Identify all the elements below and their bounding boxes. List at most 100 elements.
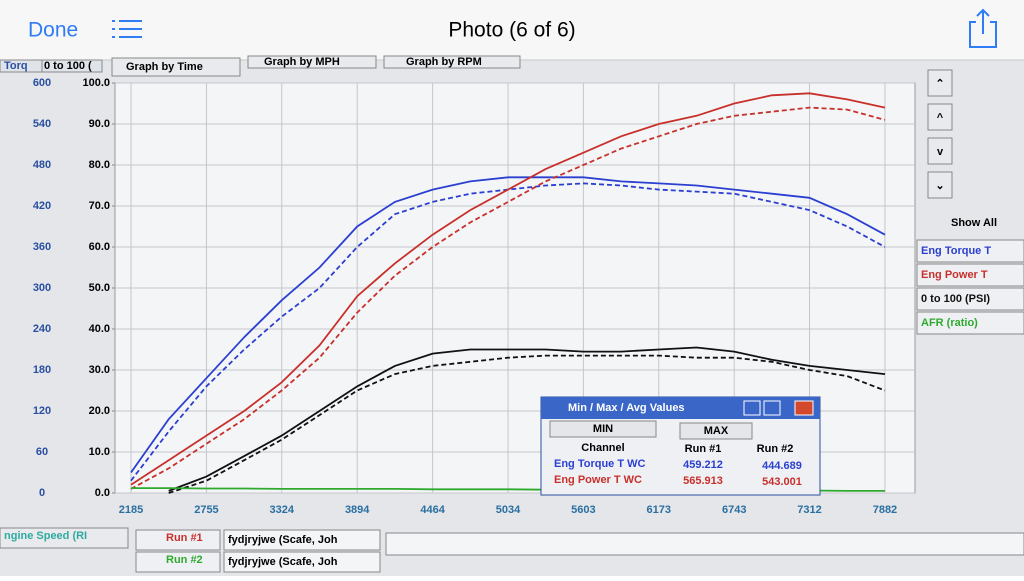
tab[interactable]: [111, 57, 241, 77]
run-name: Run #1: [166, 532, 203, 544]
x-tick-label: 7312: [797, 504, 821, 516]
y-tick-label: 40.0: [89, 323, 110, 335]
x-tick-label: 7882: [873, 504, 897, 516]
nav-title: Photo (6 of 6): [448, 19, 575, 42]
series-line: [130, 106, 886, 490]
y-tick-label: 80.0: [89, 159, 110, 171]
column-header: Channel: [581, 442, 624, 454]
file-box[interactable]: [223, 551, 381, 573]
y-tick-label: 10.0: [89, 446, 110, 458]
y-tick-label: 100.0: [82, 77, 110, 89]
y2-tick-label: 120: [33, 405, 51, 417]
x-tick-label: 2185: [119, 504, 143, 516]
y-tick-label: 20.0: [89, 405, 110, 417]
x-tick-label: 5603: [571, 504, 595, 516]
value-cell: 543.001: [762, 476, 802, 488]
y2-tick-label: 420: [33, 200, 51, 212]
run-box[interactable]: [135, 551, 221, 573]
y2-tick-label: 600: [33, 77, 51, 89]
y-tick-label: 30.0: [89, 364, 110, 376]
channel-label: Eng Power T: [921, 269, 988, 281]
channel-label: AFR (ratio): [921, 317, 978, 329]
run-file: fydjryjwe (Scafe, Joh: [228, 534, 338, 546]
empty-field: [385, 532, 1024, 556]
scroll-up[interactable]: [927, 103, 953, 131]
close-button[interactable]: [794, 400, 814, 416]
channel-box[interactable]: [916, 263, 1024, 287]
tab[interactable]: [41, 59, 103, 73]
series-line: [168, 354, 886, 494]
nav-bar: [0, 0, 1024, 60]
value-cell: 459.212: [683, 459, 723, 471]
share-icon[interactable]: [969, 8, 997, 48]
icon: ^: [937, 112, 944, 124]
channel-label: 0 to 100 (PSI): [921, 293, 990, 305]
tab-label: 0 to 100 (: [44, 60, 92, 72]
min-tab[interactable]: [549, 420, 657, 438]
tab-label: Torq: [4, 60, 28, 72]
run-file: fydjryjwe (Scafe, Joh: [228, 556, 338, 568]
channel-box[interactable]: [916, 287, 1024, 311]
y2-tick-label: 240: [33, 323, 51, 335]
value-cell: 565.913: [683, 475, 723, 487]
y-tick-label: 50.0: [89, 282, 110, 294]
x-tick-label: 6173: [647, 504, 671, 516]
run-box[interactable]: [135, 529, 221, 551]
column-header: Run #1: [685, 443, 722, 455]
show-all[interactable]: Show All: [951, 217, 997, 229]
x-tick-label: 3324: [270, 504, 295, 516]
x-tick-label: 6743: [722, 504, 746, 516]
channel-cell: Eng Torque T WC: [554, 458, 646, 470]
icon: ⌃: [935, 78, 944, 90]
max-tab[interactable]: [679, 422, 753, 440]
y2-tick-label: 300: [33, 282, 51, 294]
side-panel: Show All Eng Torque T Eng Power T 0 to 1…: [916, 217, 1024, 335]
series-line: [130, 176, 886, 474]
min-tab-label: MIN: [593, 423, 613, 435]
y-tick-label: 70.0: [89, 200, 110, 212]
scroll-bottom[interactable]: [927, 171, 953, 199]
tab-label: Graph by RPM: [406, 56, 482, 68]
y2-tick-label: 480: [33, 159, 51, 171]
y2-tick-label: 540: [33, 118, 51, 130]
scroll-buttons: ⌃ ^ v ⌄: [927, 69, 953, 199]
icon: ⌄: [935, 180, 944, 192]
channel-label: Eng Torque T: [921, 245, 991, 257]
channel-cell: Eng Power T WC: [554, 474, 642, 486]
y2-tick-label: 180: [33, 364, 51, 376]
minimize-button[interactable]: [743, 400, 761, 416]
run-name: Run #2: [166, 554, 203, 566]
series-line: [130, 92, 886, 486]
y-tick-label: 0.0: [95, 487, 110, 499]
y-tick-label: 60.0: [89, 241, 110, 253]
channel-box[interactable]: [916, 311, 1024, 335]
series-line: [168, 346, 886, 492]
tab[interactable]: [247, 55, 377, 69]
tab-label: Graph by MPH: [264, 56, 340, 68]
value-cell: 444.689: [762, 460, 802, 472]
x-tick-label: 3894: [345, 504, 370, 516]
y2-tick-label: 360: [33, 241, 51, 253]
column-header: Run #2: [757, 443, 794, 455]
scroll-down[interactable]: [927, 137, 953, 165]
list-icon[interactable]: [112, 20, 142, 38]
tab[interactable]: [383, 55, 521, 69]
done-button[interactable]: Done: [28, 19, 78, 42]
scroll-top[interactable]: [927, 69, 953, 97]
x-tick-label: 2755: [194, 504, 218, 516]
maximize-button[interactable]: [763, 400, 781, 416]
file-box[interactable]: [223, 529, 381, 551]
x-axis-channel: ngine Speed (RI: [4, 530, 87, 542]
icon: v: [937, 146, 944, 158]
x-tick-label: 5034: [496, 504, 521, 516]
max-tab-label: MAX: [704, 425, 729, 437]
dialog-title: Min / Max / Avg Values: [568, 402, 685, 414]
y-tick-label: 90.0: [89, 118, 110, 130]
axis-box[interactable]: [0, 527, 129, 549]
x-tick-label: 4464: [420, 504, 445, 516]
y2-tick-label: 60: [36, 446, 48, 458]
tab-label: Graph by Time: [126, 61, 203, 73]
tabs: Torq 0 to 100 ( Graph by Time Graph by M…: [0, 55, 521, 77]
channel-box[interactable]: [916, 239, 1024, 263]
